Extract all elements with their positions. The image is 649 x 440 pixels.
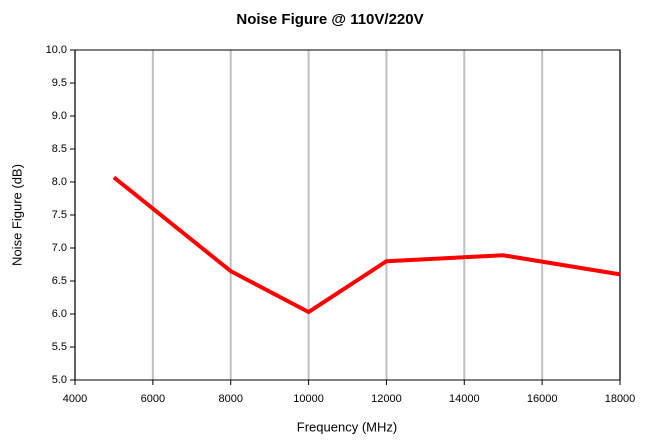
x-tick-label: 14000 [449,393,480,405]
grid [74,50,621,380]
y-tick-label: 6.0 [52,308,67,320]
chart-title: Noise Figure @ 110V/220V [236,11,423,28]
x-tick-label: 10000 [293,393,324,405]
x-axis-label: Frequency (MHz) [297,419,397,434]
y-axis-label: Noise Figure (dB) [9,164,24,266]
x-tick-label: 4000 [63,393,87,405]
x-tick-label: 18000 [605,393,636,405]
y-tick-label: 8.0 [52,176,67,188]
y-tick-label: 6.5 [52,275,67,287]
x-tick-label: 16000 [527,393,558,405]
x-tick-label: 6000 [141,393,165,405]
y-tick-label: 9.5 [52,77,67,89]
x-tick-label: 12000 [371,393,402,405]
y-tick-label: 7.5 [52,209,67,221]
y-tick-label: 5.5 [52,341,67,353]
x-tick-label: 8000 [218,393,242,405]
y-tick-label: 8.5 [52,143,67,155]
data-line [112,175,621,315]
plot-frame [74,49,621,381]
y-tick-label: 7.0 [52,242,67,254]
y-tick-label: 10.0 [46,44,67,56]
y-tick-label: 5.0 [52,374,67,386]
y-tick-label: 9.0 [52,110,67,122]
